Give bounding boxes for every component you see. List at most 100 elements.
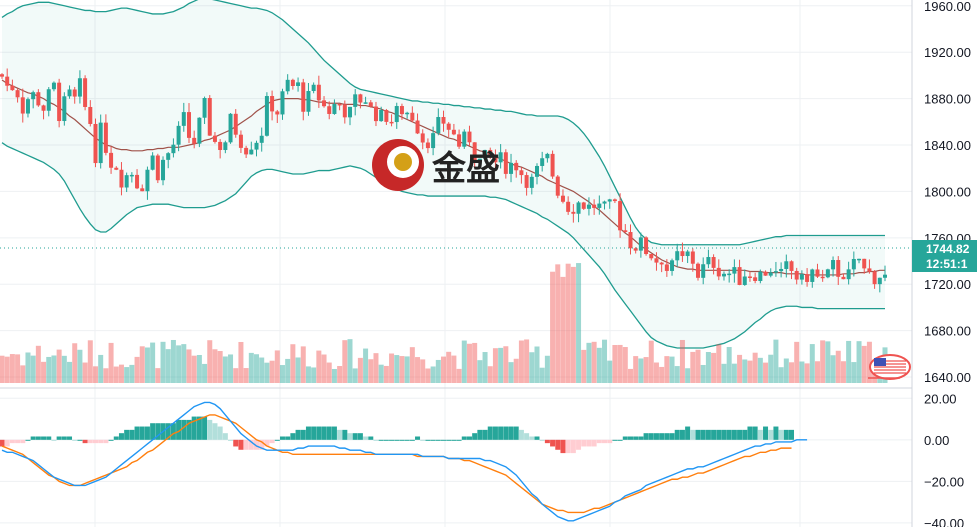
volume-bar: [311, 367, 317, 383]
volume-bar: [763, 362, 769, 383]
macd-histogram-bar: [176, 419, 182, 440]
candle-body: [602, 201, 607, 204]
volume-bar: [617, 344, 623, 383]
candle-body: [410, 112, 415, 121]
candle-body: [649, 254, 654, 259]
candle-body: [644, 237, 649, 255]
volume-bar: [835, 350, 841, 383]
candle-body: [670, 260, 675, 271]
macd-histogram-bar: [87, 439, 93, 444]
macd-histogram-bar: [492, 426, 498, 440]
macd-histogram-bar: [778, 429, 784, 440]
volume-bar: [685, 368, 691, 383]
macd-histogram-bar: [20, 439, 26, 444]
volume-bar: [144, 347, 150, 383]
macd-histogram-bar: [752, 426, 758, 440]
macd-histogram-bar: [92, 439, 98, 444]
candle-body: [41, 105, 46, 111]
volume-bar: [207, 340, 213, 383]
volume-bar: [98, 354, 104, 383]
volume-bar: [441, 356, 446, 383]
candle-body: [737, 267, 742, 285]
macd-histogram-bar: [321, 426, 327, 440]
volume-bar: [35, 345, 41, 383]
macd-histogram-bar: [747, 426, 753, 440]
volume-bar: [9, 354, 15, 383]
candle-body: [566, 201, 571, 212]
macd-histogram-bar: [705, 429, 711, 440]
volume-bar: [814, 361, 820, 383]
volume-bar: [67, 361, 73, 383]
candles[interactable]: [0, 68, 887, 293]
macd-histogram-bar: [35, 436, 41, 440]
candle-body: [15, 90, 20, 98]
macd-histogram-bar: [456, 439, 462, 441]
candle-body: [534, 165, 539, 177]
macd-histogram-bar: [67, 436, 73, 440]
us-flag-icon[interactable]: [868, 354, 911, 380]
macd-histogram-bar: [420, 439, 426, 441]
volume-bar: [326, 362, 332, 383]
candle-body: [264, 96, 269, 136]
volume-bar: [399, 356, 405, 383]
macd-histogram-bar: [61, 436, 67, 440]
volume-bar: [51, 355, 57, 383]
candle-body: [207, 98, 212, 136]
candle-body: [119, 169, 124, 188]
candle-body: [540, 158, 545, 166]
volume-bar: [15, 354, 21, 383]
candle-body: [519, 170, 524, 176]
candle-body: [337, 103, 342, 106]
volume-bars: [0, 263, 888, 383]
volume-bar: [347, 339, 353, 383]
macd-histogram-bar: [207, 419, 213, 440]
macd-histogram-bar: [259, 439, 265, 450]
volume-bar: [285, 358, 291, 383]
candle-body: [327, 106, 332, 114]
volume-bar: [274, 350, 280, 383]
volume-bar: [435, 359, 441, 383]
volume-bar: [202, 363, 208, 383]
candle-body: [711, 257, 716, 268]
volume-bar: [103, 368, 109, 383]
candle-body: [135, 174, 140, 189]
volume-bar: [238, 341, 244, 383]
candle-body: [560, 195, 565, 202]
candle-body: [270, 96, 275, 112]
volume-bar: [503, 346, 509, 383]
volume-bar: [92, 366, 98, 383]
volume-bar: [747, 360, 753, 383]
candle-body: [186, 112, 191, 138]
candle-body: [394, 106, 399, 123]
candle-body: [275, 111, 280, 115]
candle-body: [181, 112, 186, 126]
volume-bar: [477, 360, 483, 383]
candle-body: [768, 272, 773, 276]
volume-bar: [607, 360, 613, 383]
macd-histogram-bar: [378, 439, 384, 441]
candle-body: [550, 153, 555, 177]
candle-body: [384, 109, 389, 122]
candle-body: [851, 258, 856, 270]
macd-line: [1, 401, 808, 522]
candle-body: [166, 153, 171, 160]
candle-body: [493, 154, 498, 163]
macd-histogram-bar: [285, 436, 291, 440]
candle-body: [815, 269, 820, 277]
volume-bar: [659, 366, 665, 383]
upper-band-line: [1, 0, 885, 246]
candle-body: [747, 276, 752, 279]
macd-histogram-bar: [46, 436, 52, 440]
candle-body: [488, 149, 493, 155]
last-price-value: 1744.82: [926, 242, 970, 256]
macd-histogram-bar: [508, 426, 514, 440]
volume-bar: [861, 345, 867, 383]
volume-bar: [591, 341, 597, 383]
volume-bar: [87, 340, 93, 383]
candle-body: [810, 269, 815, 282]
macd-histogram-bar: [269, 439, 275, 444]
candle-body: [503, 152, 508, 174]
macd-histogram-bar: [685, 426, 691, 440]
volume-bar: [150, 342, 156, 383]
